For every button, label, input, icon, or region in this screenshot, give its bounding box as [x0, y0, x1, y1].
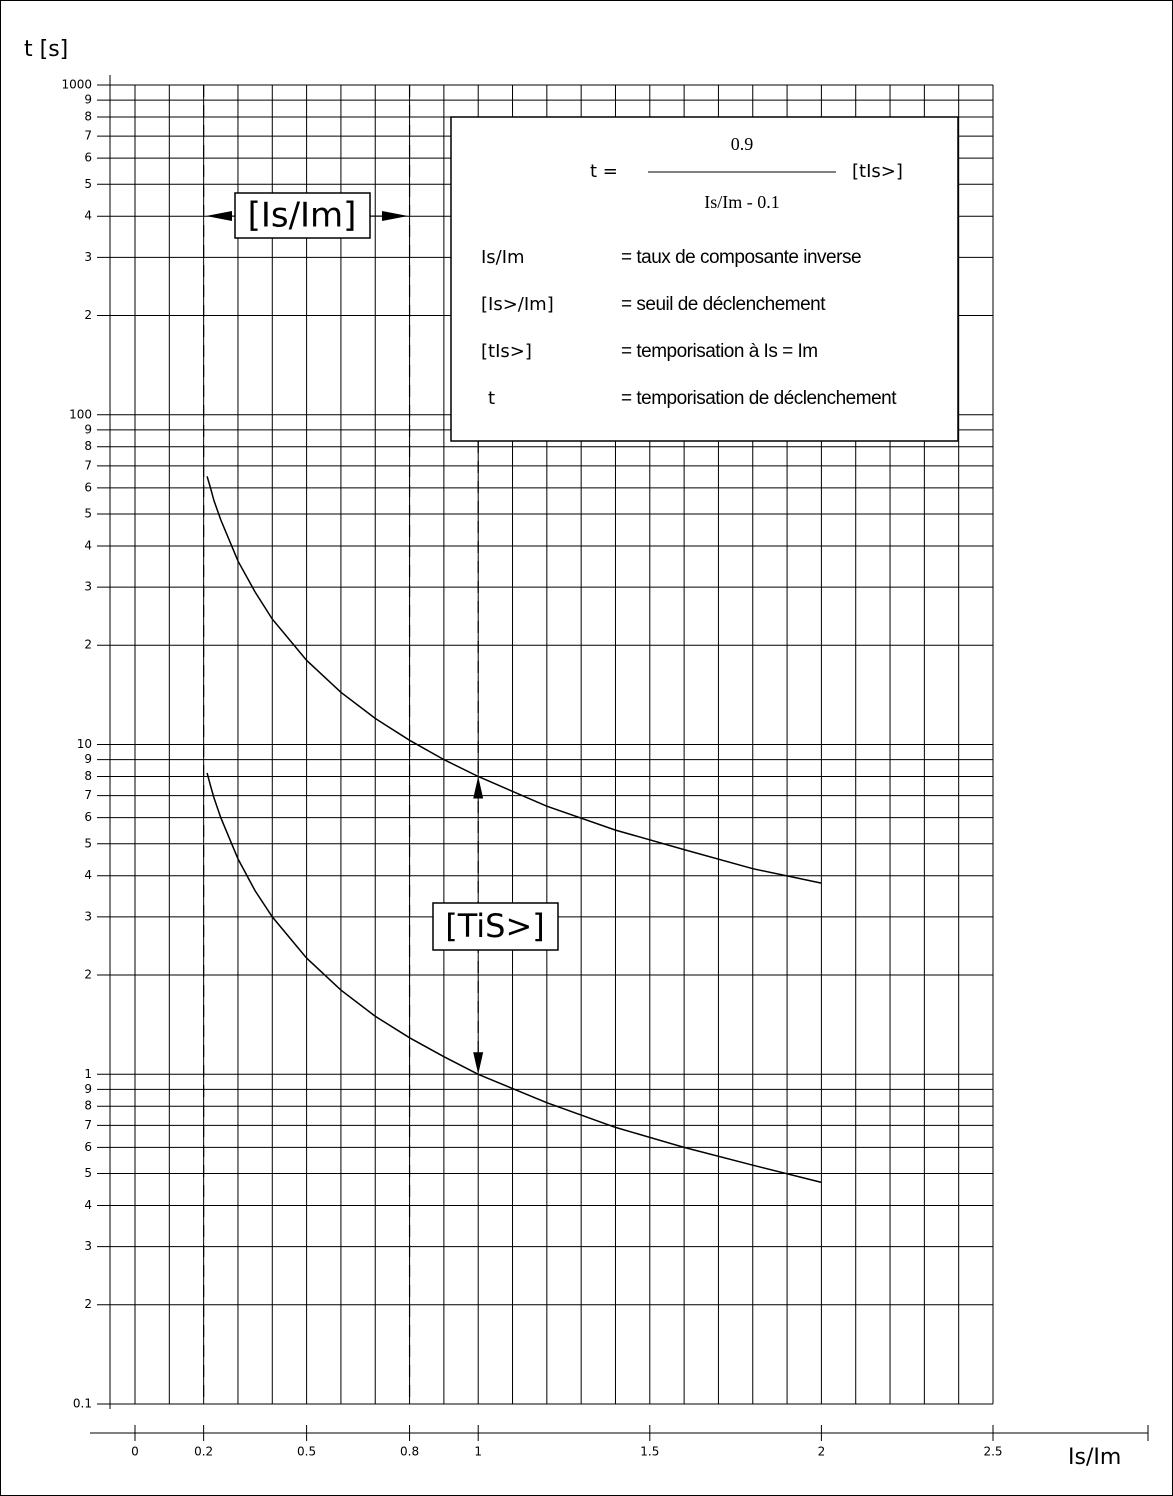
- y-tick-label: 3: [84, 909, 92, 923]
- y-tick-label: 5: [84, 1166, 92, 1180]
- y-tick-label: 10: [77, 737, 92, 751]
- range-label: [Is/Im]: [248, 196, 357, 236]
- y-tick-label: 7: [84, 129, 92, 143]
- y-tick-label: 5: [84, 507, 92, 521]
- x-tick-label: 2.5: [983, 1445, 1002, 1459]
- y-tick-label: 1000: [61, 78, 92, 92]
- y-tick-label: 2: [84, 967, 92, 981]
- x-axis-label: Is/Im: [1068, 1445, 1121, 1470]
- y-tick-label: 3: [84, 250, 92, 264]
- y-tick-label: 6: [84, 810, 92, 824]
- definition-symbol: t: [488, 388, 495, 409]
- y-tick-label: 4: [84, 1198, 92, 1212]
- y-tick-label: 1: [84, 1067, 92, 1081]
- definition-text: = temporisation de déclenchement: [621, 388, 897, 409]
- y-tick-label: 9: [84, 422, 92, 436]
- y-tick-label: 2: [84, 638, 92, 652]
- x-tick-label: 1: [474, 1445, 482, 1459]
- y-tick-label: 8: [84, 769, 92, 783]
- x-tick-label: 0.2: [194, 1445, 213, 1459]
- arrow: [473, 776, 484, 799]
- y-tick-label: 9: [84, 93, 92, 107]
- y-tick-label: 4: [84, 868, 92, 882]
- legend-box: [450, 116, 959, 442]
- y-tick-label: 2: [84, 1297, 92, 1311]
- definition-symbol: [Is>/Im]: [481, 294, 554, 315]
- label-box: [234, 192, 371, 239]
- y-tick-label: 8: [84, 109, 92, 123]
- y-tick-label: 8: [84, 439, 92, 453]
- arrow: [382, 211, 408, 221]
- formula-lhs: t =: [590, 161, 618, 182]
- definition-text: = seuil de déclenchement: [621, 294, 826, 315]
- y-tick-label: 5: [84, 177, 92, 191]
- x-tick-label: 0.8: [400, 1445, 419, 1459]
- definition-text: = temporisation à Is = Im: [621, 341, 818, 362]
- annotations: [Is/Im] [TiS>] t = 0.9 Is/Im - 0.1 [tIs>] Is/I…: [203, 85, 959, 1404]
- delay-label: [TiS>]: [445, 907, 545, 945]
- y-tick-label: 6: [84, 1140, 92, 1154]
- x-tick-label: 1.5: [640, 1445, 659, 1459]
- formula-denominator: Is/Im - 0.1: [704, 192, 780, 212]
- label-box: [432, 902, 559, 951]
- y-tick-label: 5: [84, 836, 92, 850]
- y-tick-label: 100: [69, 407, 92, 421]
- definition-text: = taux de composante inverse: [621, 247, 861, 268]
- y-tick-label: 7: [84, 788, 92, 802]
- definition-symbol: [tIs>]: [481, 341, 532, 362]
- y-tick-label: 4: [84, 538, 92, 552]
- y-tick-label: 7: [84, 458, 92, 472]
- definition-symbol: Is/Im: [481, 247, 525, 268]
- y-tick-label: 7: [84, 1118, 92, 1132]
- x-tick-label: 0.5: [297, 1445, 316, 1459]
- y-tick-label: 6: [84, 480, 92, 494]
- x-tick-label: 2: [818, 1445, 826, 1459]
- y-tick-label: 2: [84, 308, 92, 322]
- curve: [206, 476, 822, 884]
- formula-factor: [tIs>]: [852, 161, 903, 182]
- y-tick-label: 4: [84, 209, 92, 223]
- y-tick-label: 0.1: [73, 1397, 92, 1411]
- y-tick-label: 9: [84, 752, 92, 766]
- y-tick-label: 3: [84, 580, 92, 594]
- y-tick-label: 9: [84, 1082, 92, 1096]
- arrow: [206, 211, 232, 221]
- y-tick-label: 6: [84, 151, 92, 165]
- y-tick-label: 3: [84, 1239, 92, 1253]
- curve: [206, 772, 822, 1184]
- arrow: [473, 1052, 484, 1075]
- y-axis-label: t [s]: [24, 37, 68, 62]
- formula-numerator: 0.9: [731, 134, 754, 154]
- x-tick-label: 0: [131, 1445, 139, 1459]
- y-tick-label: 8: [84, 1099, 92, 1113]
